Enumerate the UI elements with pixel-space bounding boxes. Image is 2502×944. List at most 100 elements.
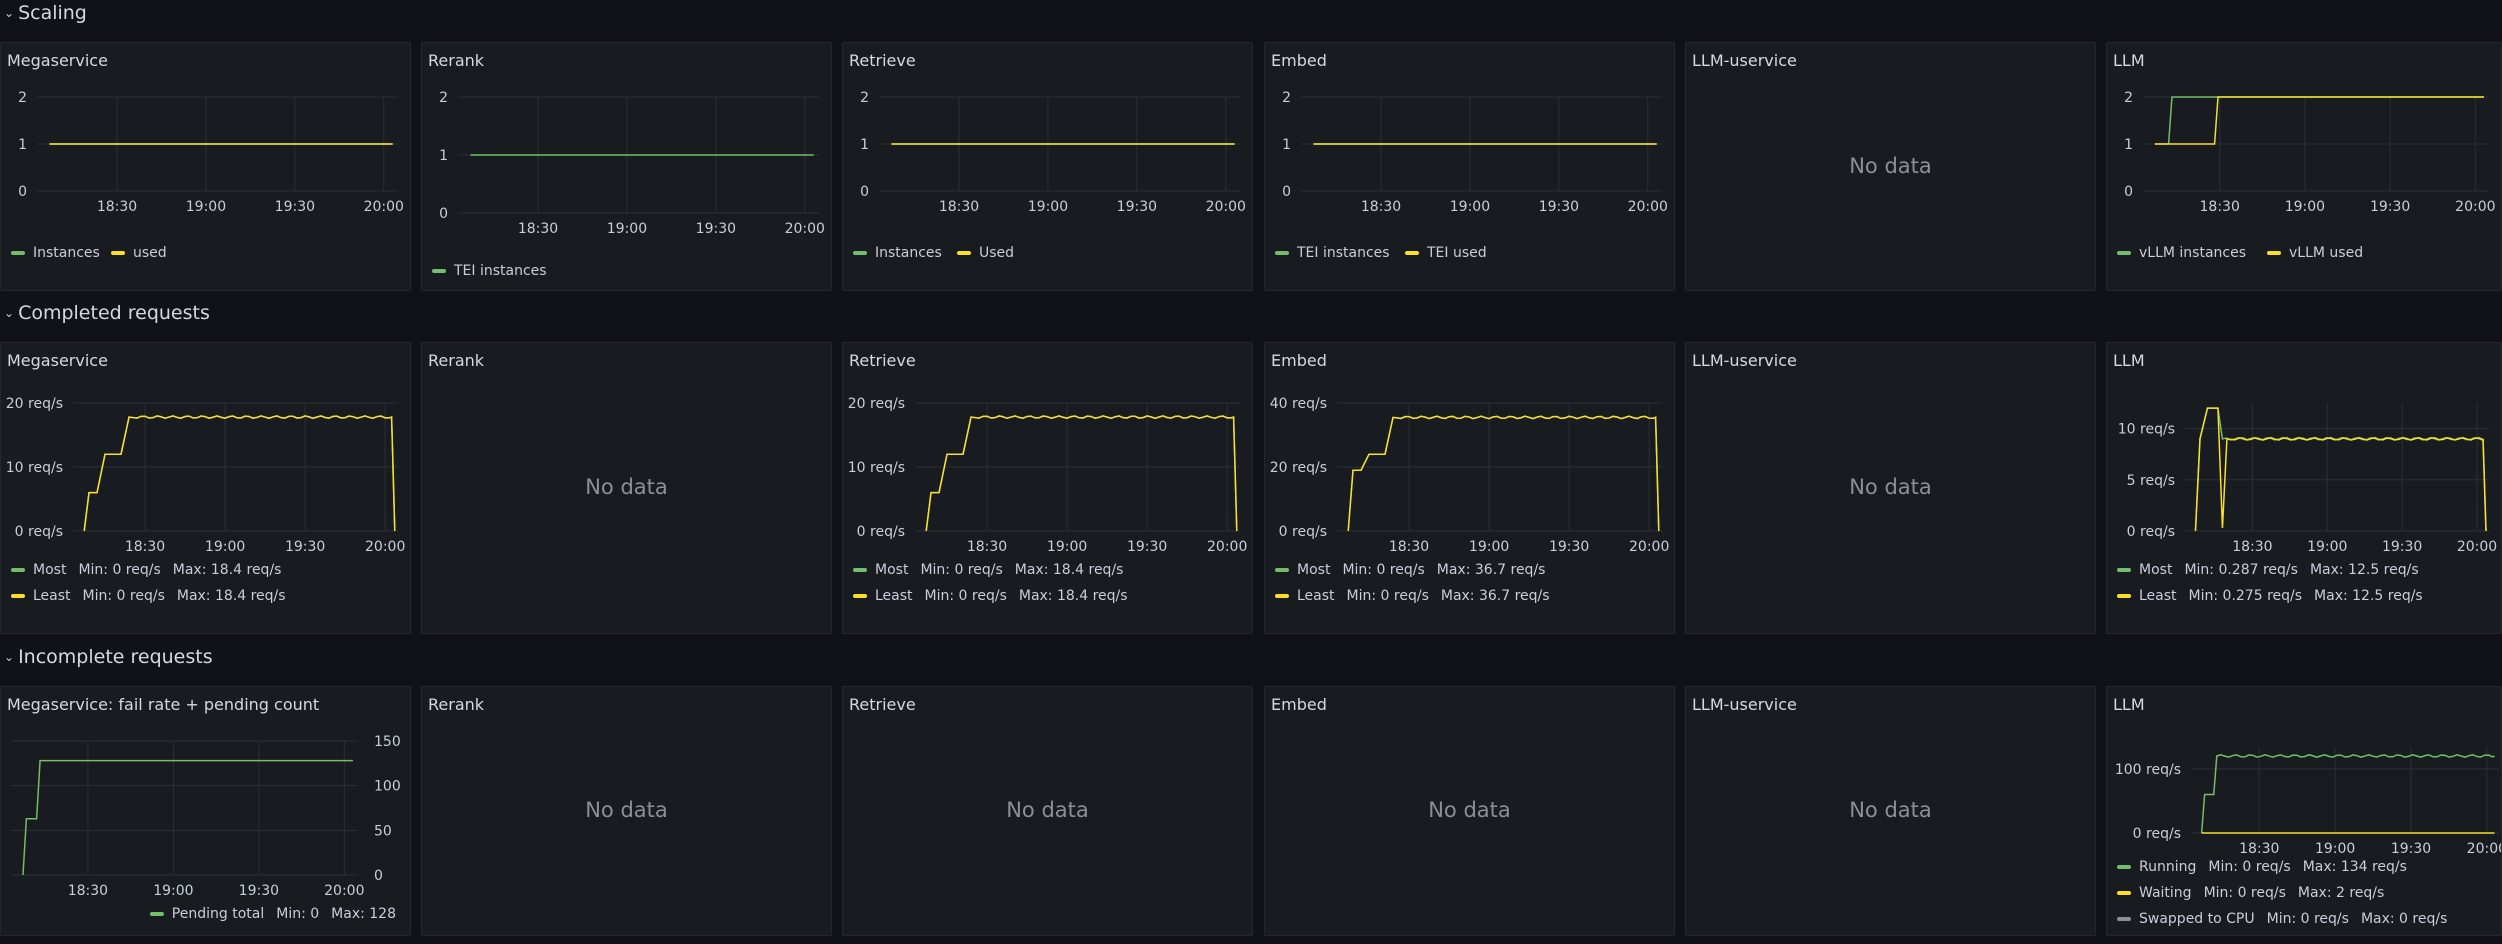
legend-swatch: [2117, 568, 2131, 572]
series-line-most: [2194, 407, 2487, 532]
panel-incomplete-llm[interactable]: LLM 18:30 19:00 19:30 20:00 0 req/s 100 req/s R…: [2106, 686, 2502, 936]
chart-area[interactable]: 18:30 19:00 19:30 20:00 0 1 2: [422, 43, 832, 243]
legend-max: Max: 18.4 req/s: [1014, 562, 1124, 578]
panel-title[interactable]: Megaservice: fail rate + pending count: [7, 695, 320, 714]
panel-scaling-embed[interactable]: Embed 18:30 19:00 19:30 20:00 0 1 2 TEI instance…: [1264, 42, 1675, 291]
panel-title[interactable]: Retrieve: [849, 351, 916, 370]
y-tick-label: 40 req/s: [1270, 396, 1327, 412]
panel-incomplete-rerank[interactable]: Rerank No data: [421, 686, 832, 936]
panel-title[interactable]: Retrieve: [849, 51, 916, 70]
legend-item[interactable]: vLLM instances: [2117, 245, 2246, 261]
panel-title[interactable]: LLM-uservice: [1692, 351, 1797, 370]
panel-incomplete-embed[interactable]: Embed No data: [1264, 686, 1675, 936]
chart-area[interactable]: 18:30 19:00 19:30 20:00 0 1 2: [1, 43, 411, 215]
panel-completed-embed[interactable]: Embed 18:30 19:00 19:30 20:00 0 req/s 20 req/s…: [1264, 342, 1675, 634]
y-tick-label: 10 req/s: [6, 460, 63, 476]
x-tick-label: 20:00: [364, 199, 404, 215]
legend-item[interactable]: Least Min: 0.275 req/s Max: 12.5 req/s: [2117, 588, 2423, 604]
series-line-vllm-instances: [2154, 96, 2484, 145]
panel-title[interactable]: LLM: [2113, 695, 2145, 714]
panel-scaling-retrieve[interactable]: Retrieve 18:30 19:00 19:30 20:00 0 1 2 Instances…: [842, 42, 1253, 291]
legend-item[interactable]: TEI used: [1405, 245, 1487, 261]
chart-area[interactable]: 18:30 19:00 19:30 20:00 0 req/s 5 req/s 10 req…: [2107, 343, 2502, 563]
legend-swatch: [149, 912, 164, 916]
panel-completed-llm-uservice[interactable]: LLM-uservice No data: [1685, 342, 2096, 634]
panel-title[interactable]: Rerank: [428, 51, 485, 70]
panel-title[interactable]: Retrieve: [849, 695, 916, 714]
panel-title[interactable]: Megaservice: [7, 351, 108, 370]
panel-title[interactable]: Megaservice: [7, 51, 108, 70]
panel-incomplete-retrieve[interactable]: Retrieve No data: [842, 686, 1253, 936]
chart-area[interactable]: 18:30 19:00 19:30 20:00 0 1 2: [843, 43, 1253, 215]
panel-title[interactable]: Embed: [1271, 351, 1327, 370]
legend-item[interactable]: Most Min: 0 req/s Max: 18.4 req/s: [853, 562, 1123, 578]
legend-label: TEI used: [1427, 245, 1487, 261]
legend-item[interactable]: Least Min: 0 req/s Max: 36.7 req/s: [1275, 588, 1550, 604]
legend-swatch: [2117, 917, 2131, 921]
legend-item[interactable]: Used: [957, 245, 1014, 261]
x-tick-label: 19:00: [205, 539, 245, 555]
legend-item[interactable]: Least Min: 0 req/s Max: 18.4 req/s: [853, 588, 1128, 604]
panel-title[interactable]: LLM: [2113, 351, 2145, 370]
x-tick-label: 19:30: [239, 883, 279, 899]
legend-swatch: [2117, 891, 2131, 895]
legend-label: Most: [2139, 562, 2173, 578]
row-header-incomplete[interactable]: ⌄ Incomplete requests: [4, 646, 213, 668]
chart-area[interactable]: 18:30 19:00 19:30 20:00 0 req/s 20 req/s 40 re…: [1265, 343, 1675, 563]
panel-incomplete-megaservice-fail-rate-pending-count[interactable]: Megaservice: fail rate + pending count 18…: [0, 686, 411, 936]
legend-item[interactable]: TEI instances: [1275, 245, 1390, 261]
panel-completed-megaservice[interactable]: Megaservice 18:30 19:00 19:30 20:00 0 req/s 10…: [0, 342, 411, 634]
panel-completed-llm[interactable]: LLM 18:30 19:00 19:30 20:00 0 req/s 5 req/s 10 …: [2106, 342, 2502, 634]
chart-area[interactable]: 18:30 19:00 19:30 20:00 0 req/s 100 req/s: [2107, 687, 2502, 867]
panel-scaling-rerank[interactable]: Rerank 18:30 19:00 19:30 20:00 0 1 2 TEI instanc…: [421, 42, 832, 291]
panel-completed-rerank[interactable]: Rerank No data: [421, 342, 832, 634]
legend-item[interactable]: Instances: [853, 245, 942, 261]
legend-item[interactable]: TEI instances: [432, 263, 547, 279]
panel-title[interactable]: Embed: [1271, 695, 1327, 714]
legend-item[interactable]: Running Min: 0 req/s Max: 134 req/s: [2117, 859, 2407, 875]
panel-title[interactable]: Rerank: [428, 695, 485, 714]
row-title: Scaling: [18, 2, 87, 24]
x-tick-label: 18:30: [2232, 539, 2272, 555]
x-tick-label: 18:30: [939, 199, 979, 215]
legend-item[interactable]: Most Min: 0 req/s Max: 36.7 req/s: [1275, 562, 1545, 578]
legend-item[interactable]: Pending total Min: 0 Max: 128: [149, 906, 396, 922]
x-tick-label: 18:30: [97, 199, 137, 215]
x-tick-label: 20:00: [2467, 841, 2502, 857]
legend-item[interactable]: Waiting Min: 0 req/s Max: 2 req/s: [2117, 885, 2384, 901]
legend-item[interactable]: Least Min: 0 req/s Max: 18.4 req/s: [11, 588, 286, 604]
legend-label: Most: [1297, 562, 1331, 578]
panel-completed-retrieve[interactable]: Retrieve 18:30 19:00 19:30 20:00 0 req/s 10 re…: [842, 342, 1253, 634]
legend-item[interactable]: vLLM used: [2267, 245, 2363, 261]
panel-title[interactable]: Rerank: [428, 351, 485, 370]
chart-area[interactable]: 18:30 19:00 19:30 20:00 0 req/s 10 req/s 20 re…: [843, 343, 1253, 563]
chart-area[interactable]: 18:30 19:00 19:30 20:00 0 1 2: [2107, 43, 2502, 215]
chart-area[interactable]: 18:30 19:00 19:30 20:00 0 1 2: [1265, 43, 1675, 215]
legend-label: Instances: [33, 245, 100, 261]
legend-item[interactable]: Most Min: 0 req/s Max: 18.4 req/s: [11, 562, 281, 578]
legend-item[interactable]: used: [111, 245, 167, 261]
no-data-message: No data: [1849, 798, 1932, 822]
panel-title[interactable]: LLM: [2113, 51, 2145, 70]
chart-area[interactable]: 18:30 19:00 19:30 20:00 0 req/s 10 req/s 20 re…: [1, 343, 411, 563]
row-header-scaling[interactable]: ⌄ Scaling: [4, 2, 87, 24]
legend-item[interactable]: Swapped to CPU Min: 0 req/s Max: 0 req/s: [2117, 911, 2447, 927]
no-data-message: No data: [1849, 153, 1932, 178]
panel-title[interactable]: LLM-uservice: [1692, 51, 1797, 70]
x-tick-label: 20:00: [1629, 539, 1669, 555]
panel-title[interactable]: LLM-uservice: [1692, 695, 1797, 714]
row-header-completed[interactable]: ⌄ Completed requests: [4, 302, 210, 324]
legend-item[interactable]: Instances: [11, 245, 100, 261]
x-tick-label: 19:00: [2315, 841, 2355, 857]
series-line-pending-total: [22, 759, 353, 876]
legend-item[interactable]: Most Min: 0.287 req/s Max: 12.5 req/s: [2117, 562, 2419, 578]
chart-area[interactable]: 18:30 19:00 19:30 20:00 0 50 100 150: [1, 687, 411, 907]
panel-scaling-llm-uservice[interactable]: LLM-uservice No data: [1685, 42, 2096, 291]
panel-incomplete-llm-uservice[interactable]: LLM-uservice No data: [1685, 686, 2096, 936]
panel-title[interactable]: Embed: [1271, 51, 1327, 70]
panel-scaling-llm[interactable]: LLM 18:30 19:00 19:30 20:00 0 1 2 vLLM instances…: [2106, 42, 2502, 291]
panel-scaling-megaservice[interactable]: Megaservice 18:30 19:00 19:30 20:00 0 1 2 Instan…: [0, 42, 411, 291]
y-tick-label: 0 req/s: [2127, 524, 2175, 540]
x-tick-label: 19:00: [1450, 199, 1490, 215]
legend-label: used: [133, 245, 167, 261]
